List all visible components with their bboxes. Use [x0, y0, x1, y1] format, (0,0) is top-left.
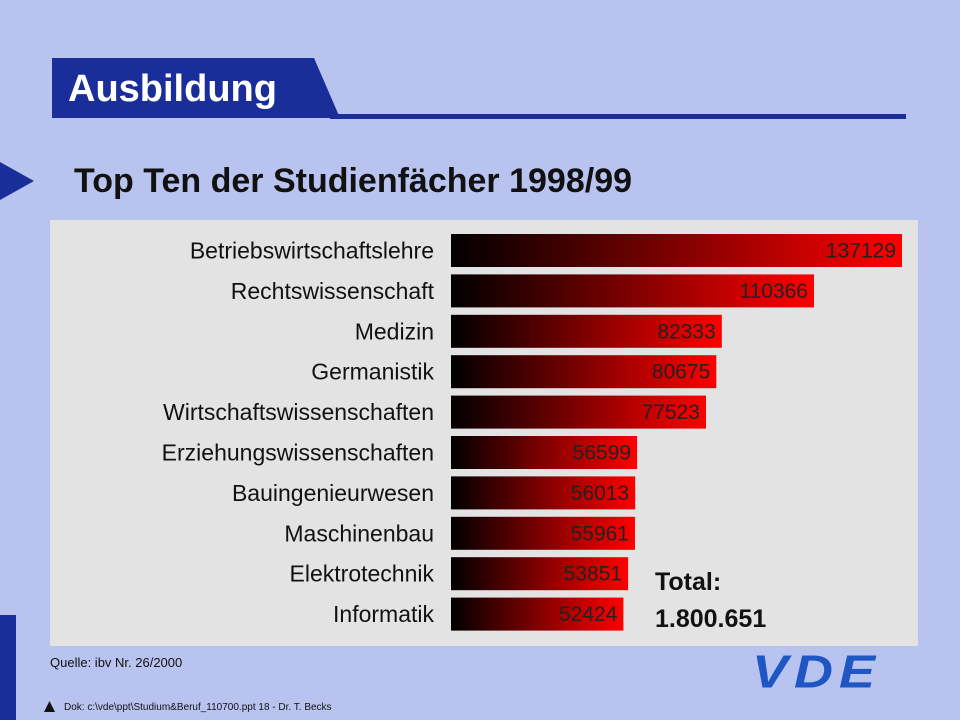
header-title: Ausbildung — [68, 68, 277, 110]
header-tab — [52, 58, 340, 118]
value-label: 82333 — [657, 320, 715, 343]
document-path: Dok: c:\vde\ppt\Studium&Beruf_110700.ppt… — [64, 702, 332, 713]
header-underline — [330, 114, 906, 119]
category-label: Rechtswissenschaft — [231, 278, 435, 304]
category-label: Germanistik — [311, 359, 434, 385]
bar — [451, 476, 636, 510]
value-label: 77523 — [642, 401, 700, 424]
bar — [451, 516, 635, 550]
left-edge-strip — [0, 615, 16, 720]
category-label: Maschinenbau — [284, 520, 434, 546]
triangle-icon — [44, 701, 55, 712]
value-label: 52424 — [559, 603, 618, 626]
value-label: 56599 — [573, 442, 631, 465]
bar — [451, 395, 706, 429]
bar — [451, 597, 624, 631]
category-label: Informatik — [333, 601, 434, 627]
category-label: Wirtschaftswissenschaften — [163, 399, 434, 425]
category-label: Bauingenieurwesen — [232, 480, 434, 506]
bar — [451, 314, 722, 348]
value-label: 56013 — [571, 482, 629, 505]
bullet-arrow-icon — [0, 162, 34, 200]
bar — [451, 274, 814, 308]
value-label: 55961 — [571, 522, 629, 545]
value-label: 137129 — [826, 240, 896, 263]
category-label: Erziehungswissenschaften — [162, 440, 434, 466]
bar-chart: Betriebswirtschaftslehre 137129 Rechtswiss… — [162, 234, 902, 631]
category-label: Medizin — [355, 318, 434, 344]
category-label: Elektrotechnik — [290, 561, 435, 587]
source-note: Quelle: ibv Nr. 26/2000 — [50, 655, 183, 670]
bar — [451, 557, 629, 591]
value-label: 53851 — [564, 563, 622, 586]
bar — [451, 355, 717, 389]
bar — [451, 234, 902, 267]
vde-logo: VDE — [752, 646, 882, 698]
total-label: Total: — [655, 568, 722, 596]
value-label: 110366 — [739, 280, 808, 303]
category-label: Betriebswirtschaftslehre — [190, 238, 434, 264]
total-box: Total: 1.800.651 — [655, 564, 766, 638]
value-label: 80675 — [652, 361, 710, 384]
total-value: 1.800.651 — [655, 605, 767, 633]
slide-subtitle: Top Ten der Studienfächer 1998/99 — [74, 162, 633, 200]
bar — [451, 436, 638, 469]
